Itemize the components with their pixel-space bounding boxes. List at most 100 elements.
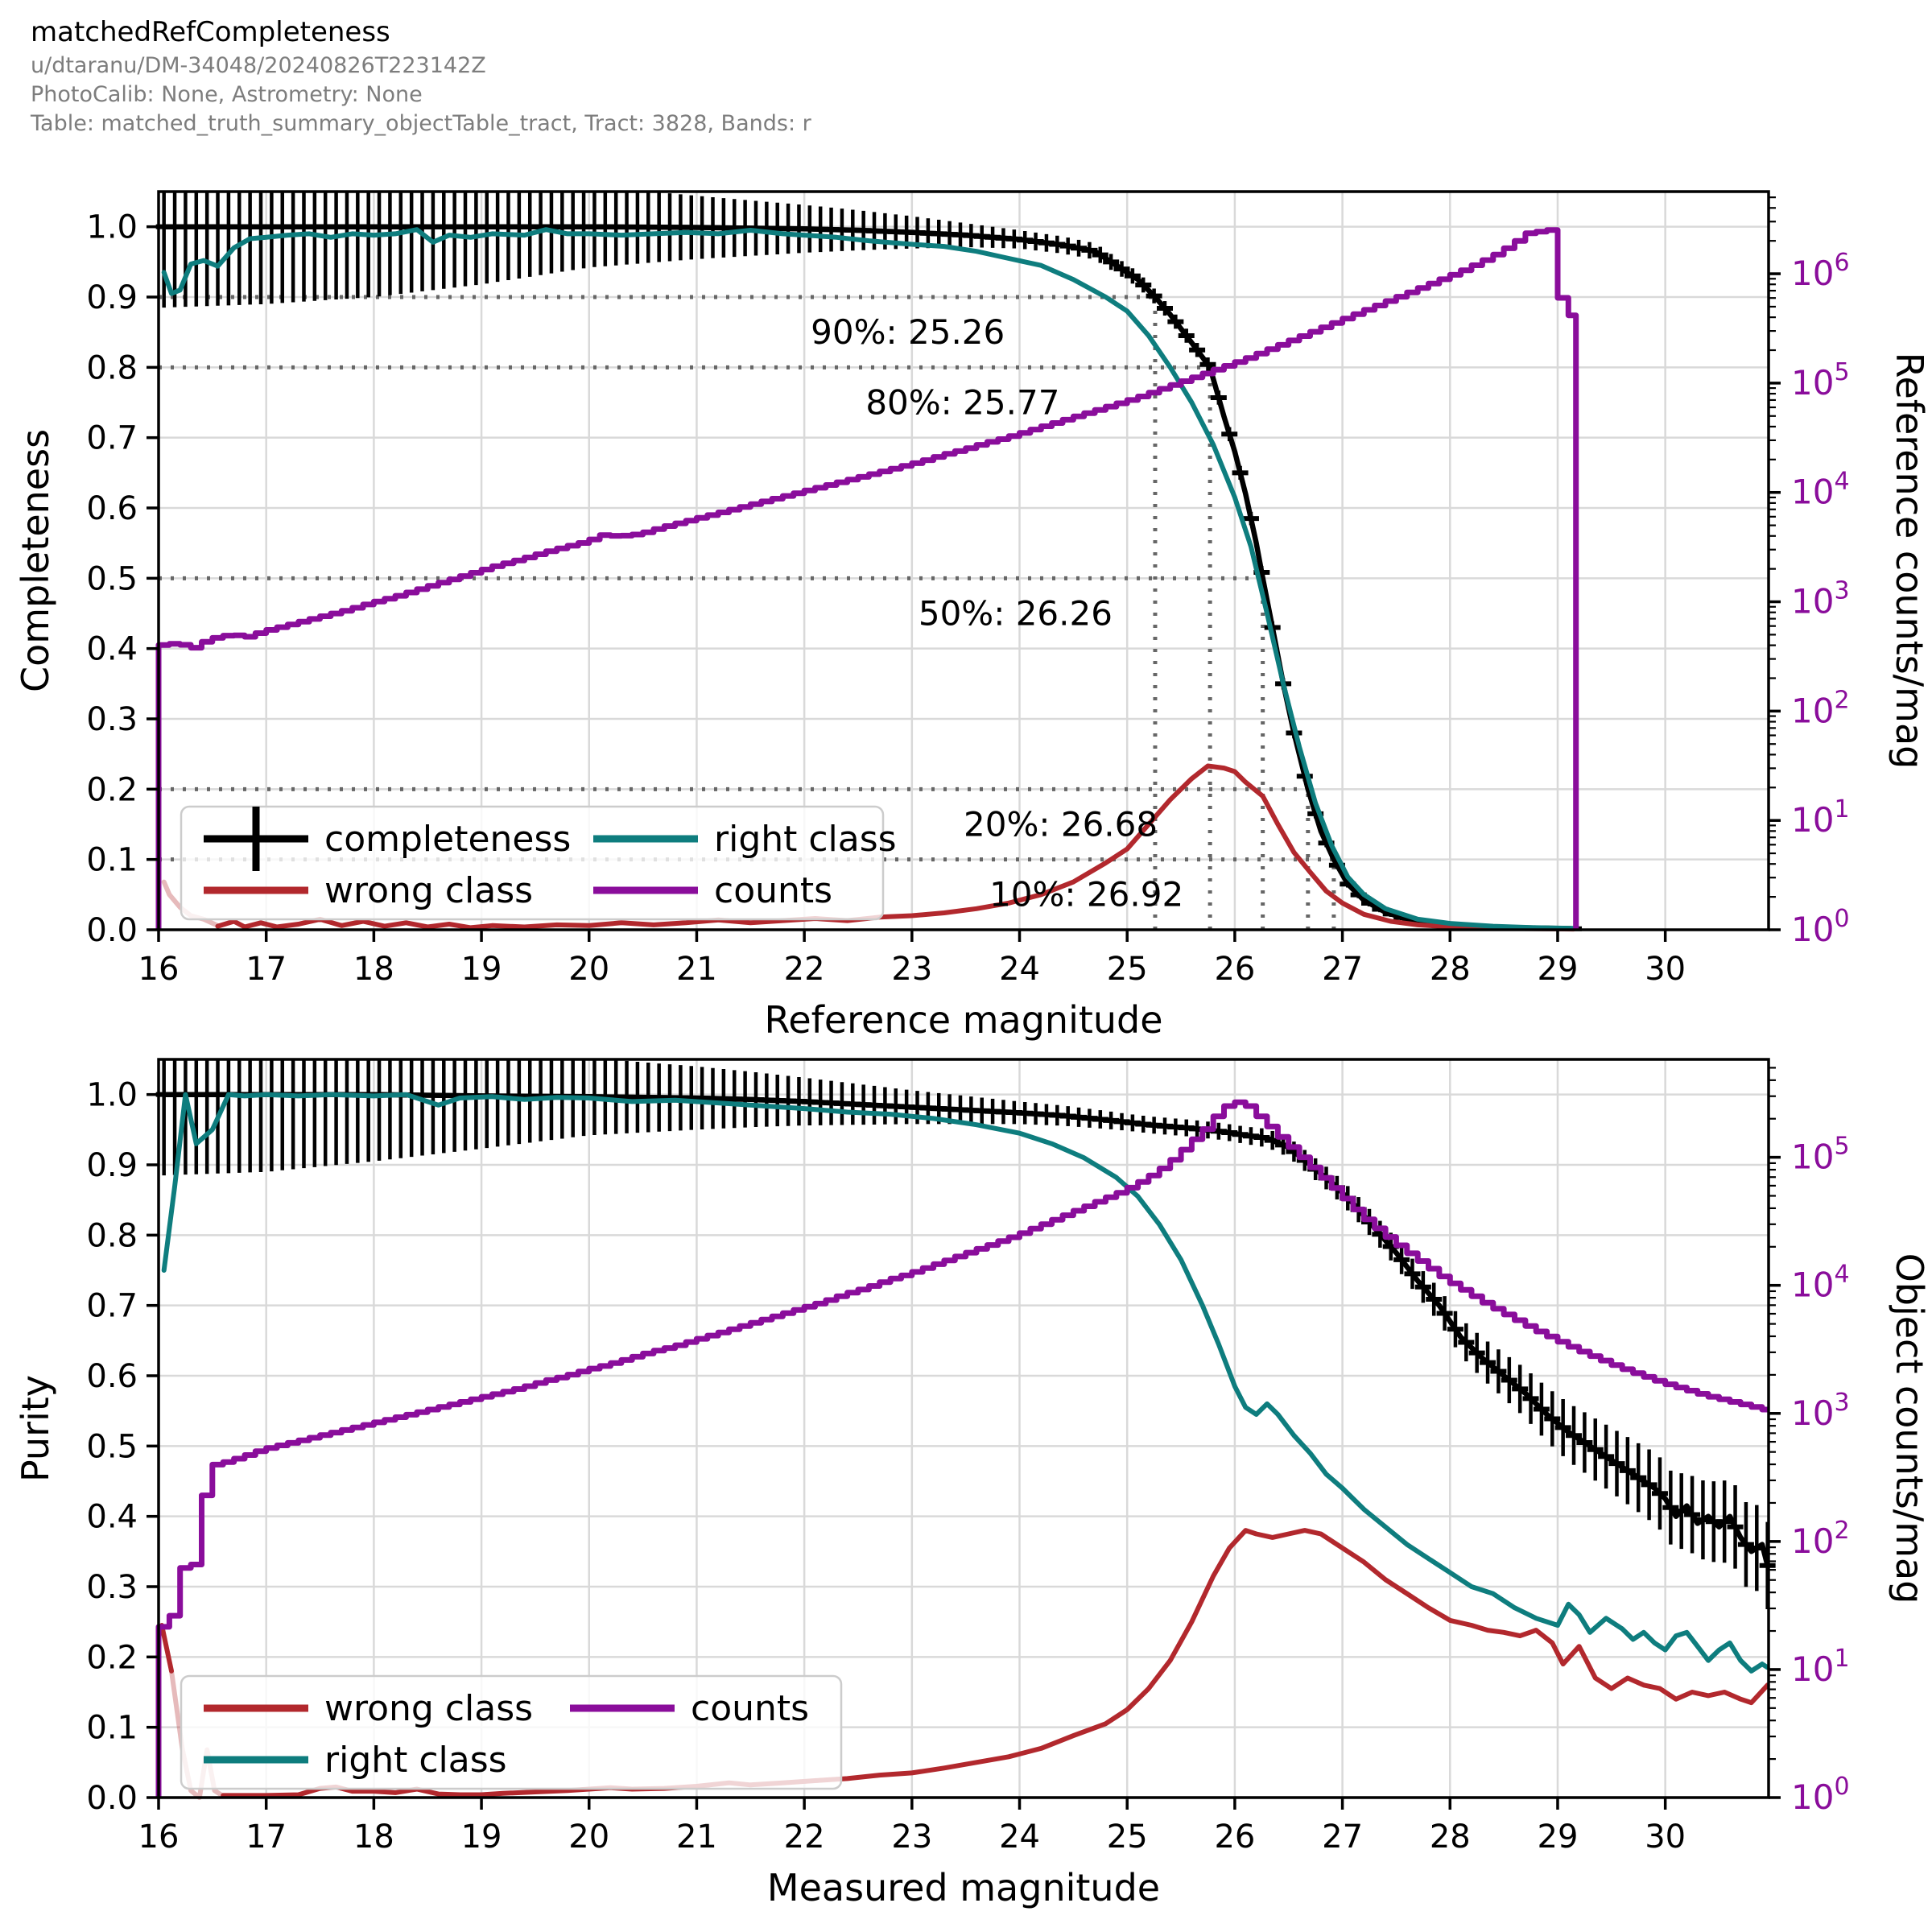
legend-label: counts [714, 870, 832, 911]
y-tick-label: 0.7 [86, 1288, 138, 1325]
threshold-annotation: 10%: 26.92 [989, 875, 1183, 914]
y2-tick-label: 100 [1791, 905, 1850, 949]
y-tick-label: 0.6 [86, 1358, 138, 1395]
y-tick-label: 1.0 [86, 1077, 138, 1114]
purity-plot: 16 17 18 19 20 21 22 23 24 25 26 27 28 29 300.00.10.20… [14, 1058, 1931, 1909]
y2-tick-label: 103 [1791, 1389, 1850, 1433]
y2-tick-label: 103 [1791, 577, 1850, 621]
y-tick-label: 0.3 [86, 1569, 138, 1606]
y-axis-label: Purity [14, 1375, 57, 1482]
y-tick-label: 0.9 [86, 279, 138, 316]
y-tick-label: 0.0 [86, 912, 138, 949]
measured-line [163, 224, 1575, 931]
x-tick-label: 23 [891, 951, 932, 988]
x-tick-label: 26 [1214, 1818, 1255, 1856]
x-tick-labels: 16 17 18 19 20 21 22 23 24 25 26 27 28 29 30 [138, 1818, 1686, 1856]
y2-axis-label: Reference counts/mag [1888, 353, 1931, 770]
x-tick-label: 24 [999, 1818, 1040, 1856]
y2-tick-labels: 100 101 102 103 104 105 106 [1791, 249, 1850, 949]
x-tick-label: 21 [676, 1818, 717, 1856]
y2-axis-label: Object counts/mag [1888, 1253, 1931, 1604]
y-tick-label: 0.4 [86, 1499, 138, 1536]
y-tick-label: 0.6 [86, 490, 138, 527]
y2-tick-label: 102 [1791, 686, 1850, 730]
y-tick-label: 0.7 [86, 420, 138, 457]
y-ticks [147, 1092, 159, 1799]
legend-label: wrong class [324, 1688, 533, 1729]
threshold-annotation: 90%: 25.26 [811, 312, 1005, 352]
counts-step-line [155, 227, 1579, 930]
header-table-info: Table: matched_truth_summary_objectTable… [31, 110, 811, 136]
threshold-annotations: 90%: 25.26 80%: 25.77 50%: 26.26 20%: 26.68… [811, 312, 1183, 914]
y-tick-label: 0.5 [86, 1428, 138, 1465]
x-tick-labels: 16 17 18 19 20 21 22 23 24 25 26 27 28 29 30 [138, 951, 1686, 988]
legend-label: right class [324, 1740, 507, 1781]
x-axis-label: Measured magnitude [767, 1866, 1160, 1909]
header: matchedRefCompleteness u/dtaranu/DM-3404… [31, 14, 811, 138]
y2-tick-label: 102 [1791, 1517, 1850, 1561]
x-tick-label: 20 [568, 951, 609, 988]
right-class-line [161, 227, 1576, 931]
x-tick-label: 18 [353, 951, 394, 988]
x-tick-label: 19 [461, 1818, 502, 1856]
y-tick-label: 1.0 [86, 209, 138, 246]
threshold-annotation: 20%: 26.68 [964, 804, 1158, 844]
x-tick-label: 27 [1322, 951, 1363, 988]
x-tick-label: 24 [999, 951, 1040, 988]
axes-spines [157, 1058, 1770, 1799]
y-tick-label: 0.0 [86, 1780, 138, 1817]
y2-minor-ticks [1769, 196, 1776, 898]
y-axis-label: Completeness [14, 429, 57, 692]
threshold-annotation: 50%: 26.26 [919, 593, 1113, 633]
wrong-class-bright--line [159, 1623, 174, 1674]
x-tick-label: 17 [246, 1818, 287, 1856]
x-tick-label: 22 [784, 1818, 825, 1856]
y-tick-label: 0.1 [86, 842, 138, 879]
y-tick-labels: 0.0 0.1 0.2 0.3 0.4 0.5 0.6 0.7 0.8 0.9 1.0 [86, 209, 138, 949]
threshold-annotation: 80%: 25.77 [865, 382, 1059, 422]
x-tick-label: 26 [1214, 951, 1255, 988]
x-tick-label: 20 [568, 1818, 609, 1856]
x-tick-label: 25 [1107, 1818, 1148, 1856]
legend-label: wrong class [324, 870, 533, 911]
y2-tick-label: 104 [1791, 468, 1850, 512]
x-tick-label: 19 [461, 951, 502, 988]
y-tick-label: 0.8 [86, 349, 138, 386]
x-tick-label: 28 [1430, 951, 1471, 988]
x-tick-label: 29 [1538, 1818, 1579, 1856]
y-tick-labels: 0.0 0.1 0.2 0.3 0.4 0.5 0.6 0.7 0.8 0.9 1.0 [86, 1077, 138, 1817]
legend-label: completeness [324, 819, 571, 860]
y-tick-label: 0.2 [86, 771, 138, 808]
y-tick-label: 0.2 [86, 1639, 138, 1676]
wrong-class-line [215, 763, 1576, 932]
y2-tick-label: 100 [1791, 1773, 1850, 1817]
legend-box [180, 805, 885, 921]
y2-tick-label: 101 [1791, 795, 1850, 840]
y-tick-label: 0.9 [86, 1147, 138, 1184]
y-tick-label: 0.5 [86, 560, 138, 597]
x-tick-label: 18 [353, 1818, 394, 1856]
y-tick-label: 0.4 [86, 631, 138, 668]
y2-tick-label: 105 [1791, 1133, 1850, 1177]
x-tick-label: 16 [138, 951, 180, 988]
axes-spines [157, 190, 1770, 931]
y-tick-label: 0.3 [86, 701, 138, 738]
measured-line [163, 1092, 1770, 1567]
y2-tick-labels: 100 101 102 103 104 105 [1791, 1133, 1850, 1817]
y2-ticks [1769, 272, 1781, 931]
y2-tick-label: 104 [1791, 1261, 1850, 1305]
y-tick-label: 0.1 [86, 1710, 138, 1747]
y2-tick-label: 106 [1791, 249, 1850, 293]
x-tick-label: 22 [784, 951, 825, 988]
legend-label: right class [714, 819, 897, 860]
x-tick-label: 29 [1538, 951, 1579, 988]
x-tick-label: 16 [138, 1818, 180, 1856]
y2-ticks [1769, 1155, 1781, 1799]
y2-minor-ticks [1769, 1067, 1776, 1761]
x-tick-label: 30 [1645, 1818, 1686, 1856]
x-tick-label: 25 [1107, 951, 1148, 988]
x-ticks [157, 930, 1667, 942]
header-run-id: u/dtaranu/DM-34048/20240826T223142Z [31, 52, 486, 78]
